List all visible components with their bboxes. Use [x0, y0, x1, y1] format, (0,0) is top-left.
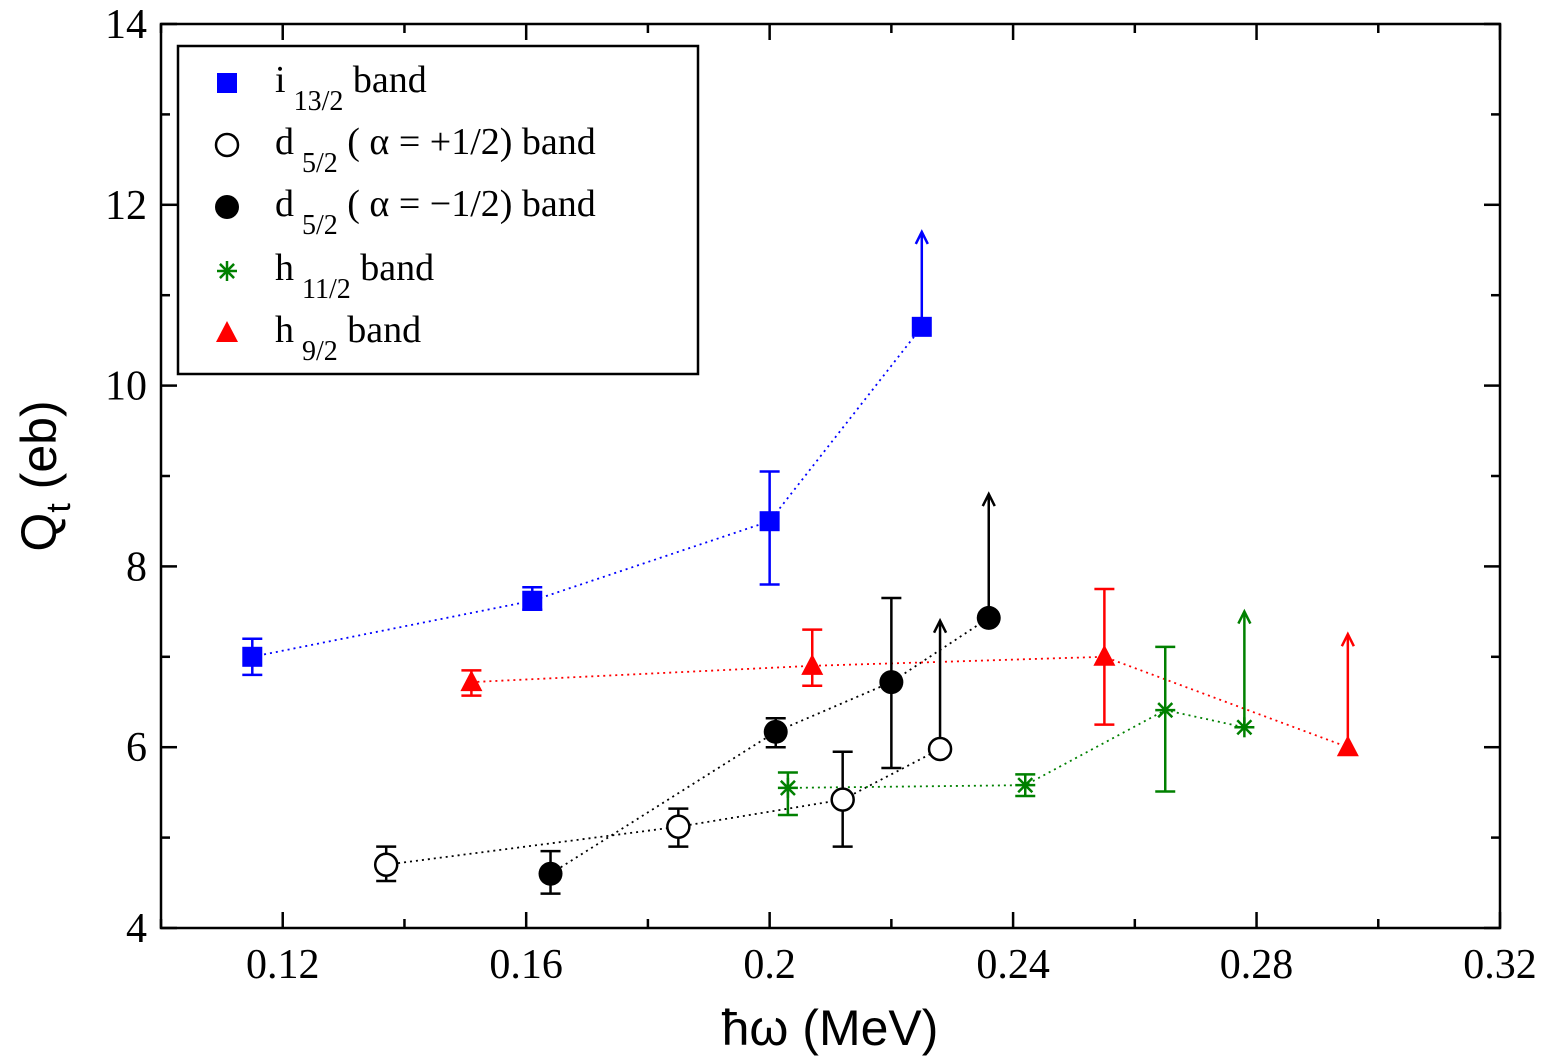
- point-s1-0: [373, 852, 399, 877]
- series-line-0: [252, 326, 923, 658]
- legend-label-main: d: [275, 121, 294, 163]
- y-tick-label: 14: [105, 2, 147, 48]
- point-s4-0: [460, 670, 483, 692]
- limit-arrow-head: [914, 229, 929, 245]
- series-line-4: [471, 655, 1349, 749]
- legend-label-2: d 5/2 ( α = −1/2) band: [275, 183, 596, 241]
- point-s4-1: [801, 653, 824, 675]
- point-s1-3: [927, 736, 953, 762]
- point-s4-2: [1093, 644, 1116, 666]
- series-lines: [252, 326, 1349, 875]
- y-axis-title-unit: (eb): [11, 400, 67, 503]
- y-axis-title-sub: t: [40, 503, 78, 513]
- point-s2-1: [763, 719, 788, 744]
- legend-label-1: d 5/2 ( α = +1/2) band: [275, 121, 596, 179]
- legend-marker-3: [217, 261, 237, 281]
- point-s0-1: [522, 590, 543, 611]
- axis-tick-labels: 0.12 0.16 0.2 0.24 0.28 0.32 4 6 8 10 12 14: [105, 2, 1537, 988]
- limit-arrow-head: [1237, 608, 1252, 625]
- legend-marker-2: [215, 195, 239, 219]
- y-axis-title: Qt (eb): [11, 400, 78, 551]
- legend-marker-4: [216, 321, 238, 342]
- y-tick-label: 8: [126, 544, 147, 590]
- limit-arrow-head: [932, 617, 948, 634]
- legend: i 13/2 band d 5/2 ( α = +1/2) band d 5/2 ( α …: [176, 44, 700, 376]
- point-s0-0: [242, 646, 263, 667]
- y-tick-label: 12: [105, 183, 147, 229]
- legend-label-main: d: [275, 183, 294, 225]
- point-s3-0: [777, 777, 798, 798]
- svg-text:Qt (eb): Qt (eb): [11, 400, 78, 551]
- series-line-1: [386, 748, 941, 866]
- legend-label-rest: band: [343, 59, 426, 101]
- legend-label-main: i: [275, 59, 286, 101]
- legend-label-3: h 11/2 band: [275, 247, 434, 305]
- legend-label-rest: band: [338, 309, 421, 351]
- legend-label-sub: 13/2: [294, 86, 344, 117]
- point-s3-2: [1155, 700, 1176, 721]
- point-s1-2: [830, 787, 855, 812]
- point-s0-3: [911, 316, 932, 337]
- y-tick-label: 4: [126, 906, 147, 952]
- data-markers: [242, 316, 1359, 886]
- y-tick-label: 10: [105, 364, 147, 410]
- point-s2-3: [976, 605, 1001, 630]
- legend-label-main: h: [275, 309, 294, 351]
- point-s2-2: [879, 670, 904, 695]
- x-tick-label: 0.12: [246, 942, 320, 988]
- series-line-3: [787, 709, 1245, 789]
- legend-label-rest: ( α = +1/2) band: [338, 121, 596, 163]
- x-tick-label: 0.28: [1220, 942, 1294, 988]
- legend-label-4: h 9/2 band: [275, 309, 421, 367]
- legend-label-rest: ( α = −1/2) band: [338, 183, 596, 225]
- x-tick-label: 0.24: [976, 942, 1050, 988]
- y-tick-label: 6: [126, 725, 147, 771]
- point-s0-2: [759, 511, 780, 532]
- legend-marker-1: [214, 132, 240, 158]
- limit-arrow-head: [981, 491, 996, 507]
- point-s4-3: [1336, 735, 1359, 757]
- legend-label-sub: 9/2: [302, 336, 338, 367]
- x-tick-label: 0.32: [1463, 942, 1537, 988]
- x-tick-label: 0.16: [489, 942, 563, 988]
- limit-arrow-head: [1340, 631, 1355, 647]
- legend-box: [176, 44, 700, 376]
- point-s2-0: [538, 861, 563, 886]
- legend-marker-0: [217, 73, 237, 93]
- axis-ticks: [159, 22, 1502, 930]
- legend-label-main: h: [275, 247, 294, 289]
- legend-label-rest: band: [351, 247, 434, 289]
- legend-label-sub: 5/2: [302, 148, 338, 179]
- point-s1-1: [666, 814, 691, 840]
- point-s3-3: [1234, 717, 1255, 738]
- legend-label-sub: 11/2: [302, 274, 351, 305]
- series-line-2: [550, 617, 990, 875]
- legend-label-sub: 5/2: [302, 210, 338, 241]
- point-s3-1: [1015, 775, 1036, 796]
- legend-label-0: i 13/2 band: [275, 59, 427, 117]
- x-tick-label: 0.2: [743, 942, 796, 988]
- y-axis-title-main: Q: [11, 513, 67, 552]
- x-axis-title: ħω (MeV): [722, 1000, 939, 1056]
